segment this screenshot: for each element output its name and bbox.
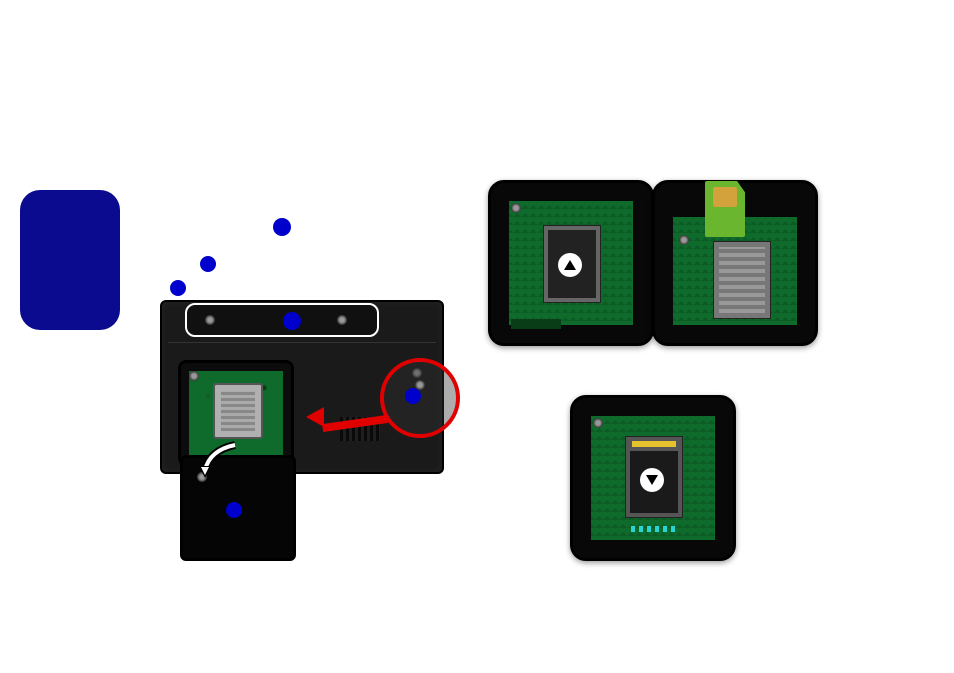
screw-icon bbox=[511, 203, 521, 213]
screw-icon bbox=[337, 315, 347, 325]
flip-arrow-icon bbox=[195, 440, 245, 480]
arrow-up-icon bbox=[558, 253, 582, 277]
red-arrow-head-icon bbox=[306, 407, 324, 427]
screw-icon bbox=[189, 371, 199, 381]
sim-slot bbox=[213, 383, 263, 439]
step-dot bbox=[226, 502, 242, 518]
sim-card bbox=[705, 181, 745, 237]
battery-bay-outline bbox=[185, 303, 379, 337]
step-photo-insert-sim bbox=[652, 180, 818, 346]
screw-icon bbox=[679, 235, 689, 245]
step-photo-slide-down bbox=[570, 395, 736, 561]
step-dot bbox=[170, 280, 186, 296]
step-dot bbox=[405, 388, 421, 404]
note-box bbox=[20, 190, 120, 330]
sim-chip-icon bbox=[713, 187, 737, 207]
step-dot bbox=[200, 256, 216, 272]
arrow-down-icon bbox=[640, 468, 664, 492]
sim-holder-open bbox=[713, 241, 771, 319]
screw-icon bbox=[205, 315, 215, 325]
step-dot bbox=[273, 218, 291, 236]
screw-icon bbox=[593, 418, 603, 428]
step-photo-slide-up bbox=[488, 180, 654, 346]
step-dot bbox=[283, 312, 301, 330]
